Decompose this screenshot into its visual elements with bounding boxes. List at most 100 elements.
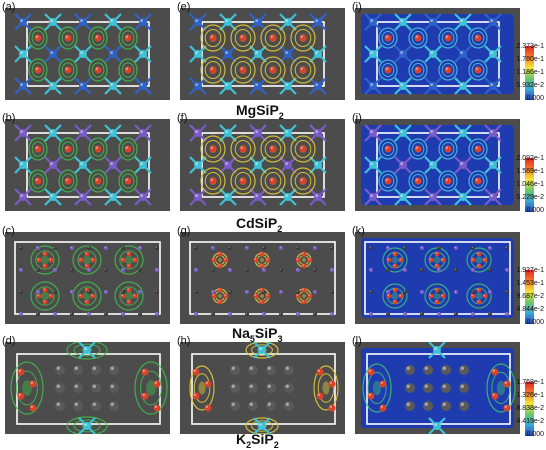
atom xyxy=(109,401,119,411)
panel-a xyxy=(5,8,170,100)
atom xyxy=(64,34,72,42)
atom xyxy=(126,287,132,293)
atom xyxy=(476,263,482,269)
atom xyxy=(454,290,458,294)
atom xyxy=(262,246,266,250)
atom xyxy=(139,193,147,201)
atom xyxy=(194,50,202,58)
atom xyxy=(459,193,467,201)
atom xyxy=(49,18,57,26)
atom xyxy=(314,193,322,201)
atom xyxy=(109,82,117,90)
atom xyxy=(109,129,117,137)
atom xyxy=(437,246,441,250)
colorbar-tick-label: 2.373e-1 xyxy=(516,43,544,50)
atom xyxy=(429,82,437,90)
atom xyxy=(295,257,301,263)
atom xyxy=(284,383,294,393)
atom xyxy=(83,422,91,430)
atom xyxy=(405,401,415,411)
atom xyxy=(369,129,377,137)
atom xyxy=(73,383,83,393)
atom xyxy=(49,82,57,90)
atom xyxy=(34,177,42,185)
atom xyxy=(124,66,132,74)
atom xyxy=(132,257,138,263)
colorbar-tick-label: 5.229e-2 xyxy=(516,194,544,201)
atom xyxy=(470,293,476,299)
atom xyxy=(109,50,117,58)
atom xyxy=(121,268,125,272)
atom xyxy=(279,312,283,316)
atom xyxy=(489,193,497,201)
atom xyxy=(266,401,276,411)
atom xyxy=(79,18,87,26)
atom xyxy=(78,293,84,299)
field-background xyxy=(361,238,514,318)
atom xyxy=(503,404,511,412)
atom xyxy=(36,293,42,299)
atom xyxy=(228,290,232,294)
density-lobe xyxy=(114,245,144,275)
atom xyxy=(307,257,313,263)
atom xyxy=(153,380,161,388)
atom xyxy=(284,82,292,90)
atom xyxy=(474,34,482,42)
atom xyxy=(314,161,322,169)
atom xyxy=(94,177,102,185)
atom xyxy=(489,82,497,90)
panel-label: (j) xyxy=(352,112,362,124)
atom xyxy=(307,293,313,299)
panel-label: (k) xyxy=(352,225,365,237)
atom xyxy=(459,365,469,375)
panel-l xyxy=(355,342,520,434)
atom xyxy=(384,177,392,185)
atom xyxy=(139,82,147,90)
atom xyxy=(87,246,91,250)
atom xyxy=(459,82,467,90)
subscript: 2 xyxy=(277,223,283,234)
panel-j xyxy=(355,119,520,211)
colorbar-tick-label: 4.419e-2 xyxy=(516,418,544,425)
subscript: 3 xyxy=(277,333,283,344)
atom xyxy=(299,34,307,42)
atom xyxy=(64,145,72,153)
atom xyxy=(316,392,324,400)
atom xyxy=(314,129,322,137)
panel-label: (i) xyxy=(352,1,362,13)
atom xyxy=(489,129,497,137)
atom xyxy=(192,392,200,400)
atom xyxy=(194,82,202,90)
atom xyxy=(87,268,91,272)
atom xyxy=(124,145,132,153)
atom xyxy=(474,66,482,74)
atom xyxy=(109,193,117,201)
atom xyxy=(384,66,392,74)
atom xyxy=(224,193,232,201)
atom xyxy=(440,257,446,263)
atom xyxy=(269,177,277,185)
atom xyxy=(49,161,57,169)
atom xyxy=(87,312,91,316)
atom xyxy=(454,268,458,272)
field-background xyxy=(361,14,514,94)
atom xyxy=(109,365,119,375)
panel-label: (a) xyxy=(2,1,16,13)
atom xyxy=(399,50,407,58)
atom xyxy=(398,257,404,263)
unit-cell xyxy=(16,353,161,425)
atom xyxy=(301,287,307,293)
atom xyxy=(138,312,142,316)
atom xyxy=(104,268,108,272)
atom xyxy=(139,18,147,26)
atom xyxy=(42,251,48,257)
atom xyxy=(42,263,48,269)
atom xyxy=(444,66,452,74)
atom xyxy=(87,290,91,294)
atom xyxy=(48,257,54,263)
atom xyxy=(265,293,271,299)
atom xyxy=(84,251,90,257)
panel-f xyxy=(180,119,345,211)
atom xyxy=(49,193,57,201)
atom xyxy=(94,66,102,74)
